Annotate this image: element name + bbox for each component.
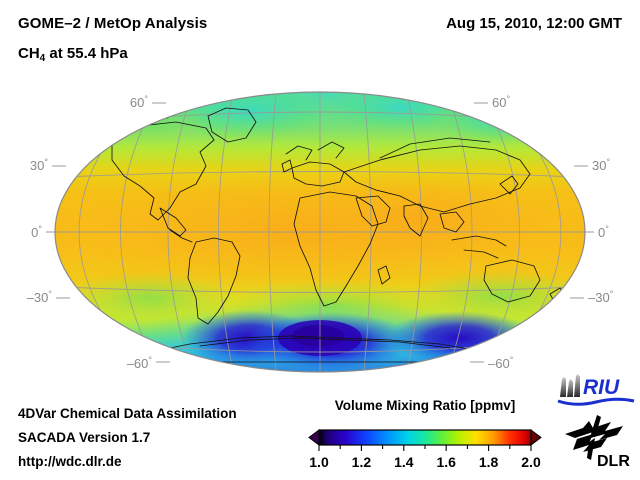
map-latitude-labels-left: 60° 30° 0° –30° –60°	[27, 94, 170, 371]
lat-label-left-m30: –30°	[27, 289, 53, 305]
global-map: 60° 30° 0° –30° –60° 60° 30° 0° –30° –60…	[0, 80, 640, 385]
footer-line-method: 4DVar Chemical Data Assimilation	[18, 406, 237, 421]
species-prefix: CH	[18, 45, 40, 62]
riu-skyline-icon	[560, 374, 580, 397]
riu-logo: RIU	[556, 373, 636, 407]
species-level: at 55.4 hPa	[45, 45, 128, 62]
colorbar-tick-1: 1.2	[352, 454, 372, 470]
species-subscript: 4	[39, 53, 46, 64]
colorbar-tick-0: 1.0	[309, 454, 329, 470]
lat-label-left-m60: –60°	[127, 355, 153, 371]
colorbar: Volume Mixing Ratio [ppmv]	[305, 398, 545, 474]
colorbar-left-arrow	[308, 429, 320, 446]
lat-label-left-60: 60°	[130, 94, 148, 110]
timestamp-label: Aug 15, 2010, 12:00 GMT	[446, 15, 622, 32]
map-data-field	[55, 92, 585, 372]
lat-label-right-30: 30°	[592, 157, 610, 173]
colorbar-tick-labels: 1.0 1.2 1.4 1.6 1.8 2.0	[309, 454, 541, 470]
footer-line-url[interactable]: http://wdc.dlr.de	[18, 454, 122, 469]
colorbar-tick-4: 1.8	[479, 454, 499, 470]
map-latitude-labels-right: 60° 30° 0° –30° –60°	[470, 94, 614, 371]
riu-wave-icon	[557, 397, 635, 406]
page-title: GOME–2 / MetOp Analysis	[18, 15, 208, 32]
colorbar-tick-3: 1.6	[436, 454, 456, 470]
riu-wordmark: RIU	[583, 376, 620, 399]
colorbar-tick-5: 2.0	[521, 454, 541, 470]
dlr-bird-icon	[565, 415, 623, 460]
dlr-logo: DLR	[563, 412, 637, 470]
lat-label-right-60: 60°	[492, 94, 510, 110]
footer-credits: 4DVar Chemical Data Assimilation SACADA …	[18, 402, 237, 474]
colorbar-tick-2: 1.4	[394, 454, 414, 470]
colorbar-title: Volume Mixing Ratio [ppmv]	[334, 398, 516, 413]
lat-label-right-0: 0°	[598, 224, 609, 240]
colorbar-right-arrow	[530, 429, 542, 446]
colorbar-gradient	[318, 429, 532, 446]
lat-label-left-30: 30°	[30, 157, 48, 173]
dlr-wordmark: DLR	[597, 453, 630, 470]
footer-line-version: SACADA Version 1.7	[18, 430, 151, 445]
lat-label-right-m30: –30°	[588, 289, 614, 305]
lat-label-right-m60: –60°	[488, 355, 514, 371]
lat-label-left-0: 0°	[31, 224, 42, 240]
species-label: CH4 at 55.4 hPa	[18, 45, 128, 64]
colorbar-ticks	[318, 445, 532, 451]
